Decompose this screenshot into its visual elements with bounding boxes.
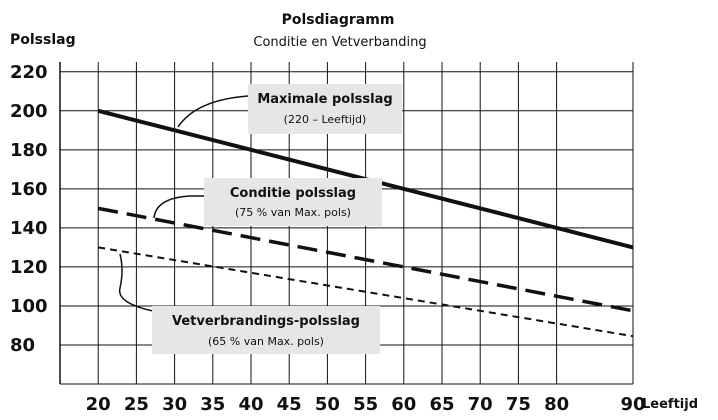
series-line-2: [98, 246, 634, 338]
x-tick-label-10: 70: [468, 394, 493, 415]
annotation-vet-note: (65 % van Max. pols): [208, 335, 324, 348]
x-tick-label-12: 80: [544, 394, 569, 415]
x-tick-label-4: 40: [238, 394, 263, 415]
annotation-max-leader: [177, 95, 249, 128]
series-line-1: [97, 206, 634, 313]
annotation-max-title: Maximale polsslag: [257, 92, 392, 107]
x-tick-label-8: 60: [391, 394, 416, 415]
annotation-conditie-title: Conditie polsslag: [230, 186, 356, 201]
x-tick-label-13: 90: [620, 394, 645, 415]
y-tick-label-7: 220: [10, 62, 48, 83]
x-tick-label-6: 50: [315, 394, 340, 415]
x-axis-label: Leeftijd: [642, 397, 698, 412]
annotation-vet: Vetverbrandings-polsslag (65 % van Max. …: [118, 253, 380, 354]
x-tick-label-2: 30: [162, 394, 187, 415]
x-tick-label-0: 20: [86, 394, 111, 415]
y-tick-label-6: 200: [10, 101, 48, 122]
chart-title: Polsdiagramm: [282, 12, 395, 28]
annotation-max: Maximale polsslag (220 – Leeftijd): [177, 84, 402, 134]
annotation-conditie-note: (75 % van Max. pols): [235, 206, 351, 219]
x-tick-label-5: 45: [277, 394, 302, 415]
chart-subtitle: Conditie en Vetverbanding: [253, 35, 426, 50]
y-tick-label-2: 120: [10, 257, 48, 278]
y-tick-label-1: 100: [10, 296, 48, 317]
y-tick-label-3: 140: [10, 218, 48, 239]
annotation-conditie: Conditie polsslag (75 % van Max. pols): [153, 178, 382, 226]
y-tick-label-0: 80: [10, 335, 35, 356]
x-tick-label-11: 75: [506, 394, 531, 415]
x-tick-label-1: 25: [124, 394, 149, 415]
y-tick-label-4: 160: [10, 179, 48, 200]
annotation-vet-title: Vetverbrandings-polsslag: [172, 314, 360, 329]
x-axis-ticks: 20 25 30 35 40 45 50 55 60 65 70 75 80 90: [86, 394, 646, 415]
annotation-conditie-box: [204, 178, 382, 226]
y-axis-ticks: 80 100 120 140 160 180 200 220: [10, 62, 48, 356]
annotation-conditie-leader: [153, 195, 214, 219]
x-tick-label-9: 65: [429, 394, 454, 415]
x-tick-label-7: 55: [353, 394, 378, 415]
annotation-max-note: (220 – Leeftijd): [284, 113, 367, 126]
y-axis-label: Polsslag: [10, 32, 76, 48]
annotation-max-box: [248, 84, 402, 134]
y-tick-label-5: 180: [10, 140, 48, 161]
x-tick-label-3: 35: [200, 394, 225, 415]
annotation-vet-box: [152, 306, 380, 354]
annotation-vet-leader: [118, 253, 159, 313]
